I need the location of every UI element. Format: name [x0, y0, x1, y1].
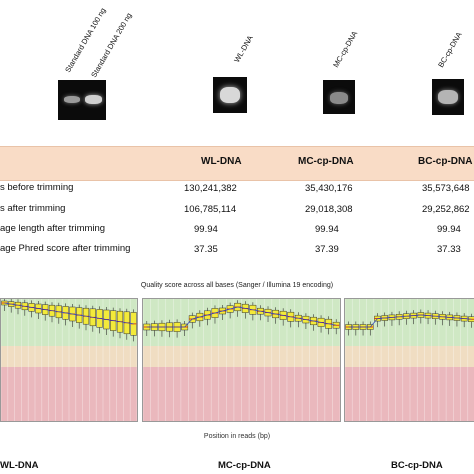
mean-line [283, 315, 291, 318]
plot-label-mc: MC-cp-DNA [218, 460, 271, 471]
mean-line [384, 317, 392, 319]
gel-image-mc [323, 80, 355, 114]
mean-line [4, 302, 12, 305]
mean-line [413, 314, 421, 316]
mean-line [399, 315, 407, 318]
mean-line [267, 312, 276, 315]
table-cell: 99.94 [194, 224, 218, 235]
column-header-mc: MC-cp-DNA [298, 156, 354, 167]
quality-boxplot [143, 299, 340, 421]
mean-line [24, 305, 32, 308]
mean-line [456, 317, 465, 319]
mean-line [184, 318, 193, 328]
zone-yellow [345, 346, 474, 367]
table-cell: 99.94 [315, 224, 339, 235]
mean-line [51, 310, 59, 313]
mean-line [214, 310, 223, 314]
mean-line [79, 314, 87, 317]
mean-line [65, 312, 73, 315]
mean-line [290, 316, 299, 319]
gel-band [85, 95, 102, 104]
row-label: age Phred score after trimming [0, 243, 131, 254]
mean-line [113, 320, 121, 323]
mean-line [420, 314, 429, 316]
mean-line [245, 308, 253, 311]
gel-lane-label-wl: WL-DNA [232, 33, 255, 64]
mean-line [207, 312, 216, 316]
mean-line [305, 319, 314, 322]
mean-line [119, 321, 127, 324]
mean-line [92, 316, 100, 319]
table-header: WL-DNA MC-cp-DNA BC-cp-DNA [0, 146, 474, 181]
gel-band [330, 92, 348, 104]
mean-line [72, 313, 80, 316]
table-cell: 37.39 [315, 244, 339, 255]
gel-lane-label-bc: BC-cp-DNA [436, 30, 464, 69]
mean-line [464, 318, 472, 320]
quality-plot-wl [0, 298, 138, 422]
table-cell: 106,785,114 [184, 204, 237, 215]
mean-line [11, 303, 19, 306]
row-label: age length after trimming [0, 223, 106, 234]
quality-boxplot [1, 299, 137, 421]
mean-line [298, 317, 306, 320]
mean-line [406, 315, 414, 317]
mean-line [320, 322, 329, 325]
mean-line [85, 315, 93, 318]
mean-line [442, 316, 450, 318]
mean-line [252, 309, 261, 312]
table-cell: 35,573,648 [422, 183, 470, 194]
mean-line [260, 310, 269, 313]
mean-line [106, 319, 114, 321]
plot-label-wl: WL-DNA [0, 460, 39, 471]
mean-line [17, 304, 25, 307]
table-cell: 37.33 [437, 244, 461, 255]
mean-line [230, 306, 238, 310]
mean-line [391, 316, 400, 318]
mean-line [435, 315, 443, 318]
column-header-wl: WL-DNA [201, 156, 242, 167]
mean-line [58, 311, 66, 314]
mean-line [45, 309, 53, 312]
mean-line [449, 317, 457, 319]
table-cell: 99.94 [437, 224, 461, 235]
mean-line [275, 313, 284, 316]
table-cell: 29,252,862 [422, 204, 470, 215]
gel-image-standards [58, 80, 106, 120]
quality-plot-bc [344, 298, 474, 422]
mean-line [199, 314, 208, 318]
table-cell: 130,241,382 [184, 183, 237, 194]
stats-table: WL-DNA MC-cp-DNA BC-cp-DNA s before trim… [0, 146, 474, 266]
plot-label-bc: BC-cp-DNA [391, 460, 443, 471]
mean-line [126, 322, 134, 325]
quality-boxplot [345, 299, 474, 421]
mean-line [99, 318, 107, 320]
gel-lane-label-mc: MC-cp-DNA [331, 29, 360, 69]
mean-line [428, 315, 436, 317]
mean-line [370, 318, 378, 328]
gel-image-bc [432, 79, 464, 115]
table-cell: 29,018,308 [305, 204, 353, 215]
gel-band [438, 90, 458, 104]
mean-line [222, 308, 231, 312]
table-cell: 37.35 [194, 244, 218, 255]
gel-image-wl [213, 77, 247, 113]
table-cell: 35,430,176 [305, 183, 353, 194]
mean-line [313, 320, 322, 323]
row-label: s before trimming [0, 182, 74, 193]
mean-line [328, 323, 337, 326]
column-header-bc: BC-cp-DNA [418, 156, 473, 167]
quality-plot-mc [142, 298, 341, 422]
gel-band [64, 96, 80, 103]
row-label: s after trimming [0, 203, 66, 214]
mean-line [237, 306, 246, 309]
mean-line [377, 317, 385, 319]
mean-line [192, 316, 200, 320]
mean-line [31, 307, 39, 309]
mean-line [38, 308, 46, 310]
gel-band [220, 87, 240, 103]
quality-plot-title: Quality score across all bases (Sanger /… [140, 282, 334, 289]
quality-plot-xlabel: Position in reads (bp) [203, 433, 271, 440]
